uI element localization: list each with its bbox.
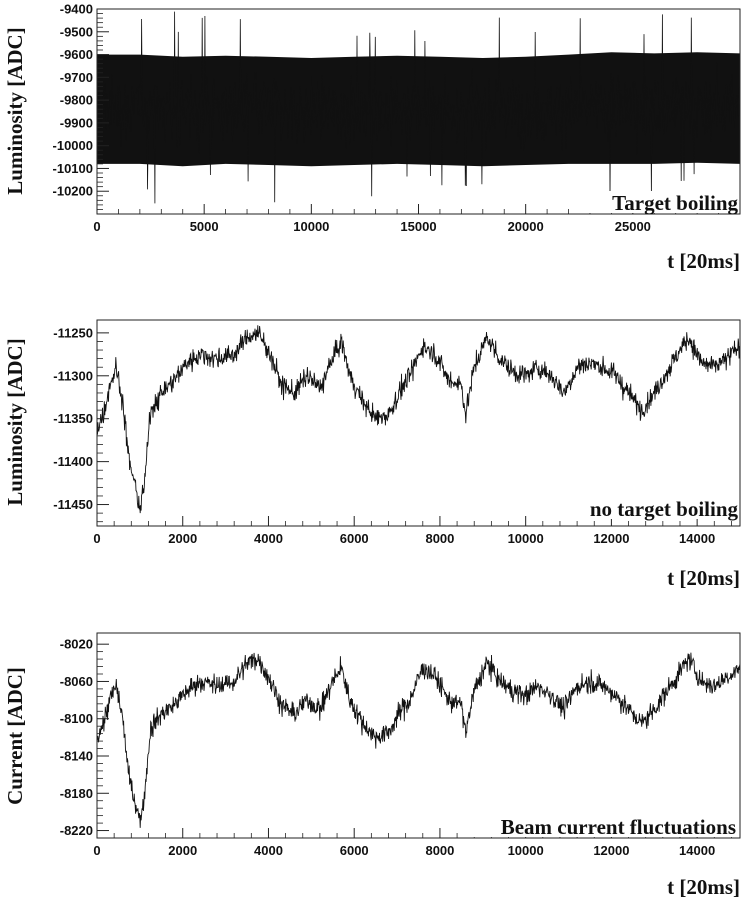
x-tick-label: 0 [93, 843, 100, 858]
x-tick-label: 10000 [293, 219, 329, 234]
y-tick-label: -11300 [53, 368, 93, 383]
y-tick-label: -10200 [53, 184, 93, 199]
x-tick-label: 2000 [168, 531, 197, 546]
series-line [97, 11, 740, 204]
x-tick-label: 6000 [340, 531, 369, 546]
y-tick-label: -9900 [60, 115, 93, 130]
annotation-bg [473, 815, 736, 837]
x-tick-label: 14000 [679, 531, 715, 546]
x-tick-label: 12000 [593, 843, 629, 858]
y-tick-label: -10000 [53, 138, 93, 153]
y-tick-label: -10100 [53, 161, 93, 176]
annotation-bg [587, 191, 738, 213]
panel-1: -11250 -11300 -11350 -11400 -11450 0 2000 4000 6… [3, 319, 741, 590]
annotation-label: Target boiling [612, 191, 738, 215]
x-tick-label: 25000 [615, 219, 651, 234]
x-tick-label: 4000 [254, 531, 283, 546]
plot-frame [96, 632, 741, 839]
series-line [97, 325, 740, 514]
series-line [97, 652, 740, 828]
y-tick-label: -8180 [60, 786, 93, 801]
y-tick-label: -11400 [53, 454, 93, 469]
x-tick-label: 5000 [190, 219, 219, 234]
y-tick-label: -8140 [60, 749, 93, 764]
x-tick-label: 14000 [679, 843, 715, 858]
x-tick-label: 6000 [340, 843, 369, 858]
plot-frame [96, 319, 741, 527]
x-axis-label: t [20ms] [667, 566, 740, 590]
y-axis-label: Luminosity [ADC] [3, 338, 27, 505]
x-tick-label: 20000 [508, 219, 544, 234]
y-tick-label: -8100 [60, 711, 93, 726]
annotation-label: Beam current fluctuations [501, 815, 736, 839]
y-tick-label: -9700 [60, 70, 93, 85]
x-tick-label: 4000 [254, 843, 283, 858]
x-axis-label: t [20ms] [667, 875, 740, 899]
x-tick-label: 8000 [425, 531, 454, 546]
x-tick-label: 10000 [508, 531, 544, 546]
annotation-bg [556, 497, 738, 519]
y-tick-label: -11250 [53, 325, 93, 340]
y-tick-label: -11450 [53, 497, 93, 512]
y-tick-label: -9500 [60, 24, 93, 39]
y-tick-label: -8060 [60, 674, 93, 689]
panel-0: -9400 -9500 -9600 -9700 -9800 -9900 -10000 -101… [3, 2, 741, 273]
x-tick-label: 12000 [593, 531, 629, 546]
y-tick-label: -8020 [60, 637, 93, 652]
x-tick-label: 8000 [425, 843, 454, 858]
x-tick-label: 0 [93, 531, 100, 546]
y-tick-label: -11350 [53, 411, 93, 426]
x-tick-label: 2000 [168, 843, 197, 858]
y-axis-label: Luminosity [ADC] [3, 27, 27, 194]
x-tick-label: 0 [93, 219, 100, 234]
y-tick-label: -9400 [60, 2, 93, 17]
y-axis-label: Current [ADC] [3, 667, 27, 805]
y-tick-label: -9600 [60, 47, 93, 62]
x-tick-label: 15000 [400, 219, 436, 234]
y-tick-label: -8220 [60, 823, 93, 838]
x-axis-label: t [20ms] [667, 249, 740, 273]
y-tick-label: -9800 [60, 93, 93, 108]
x-tick-label: 10000 [508, 843, 544, 858]
annotation-label: no target boiling [590, 497, 739, 521]
